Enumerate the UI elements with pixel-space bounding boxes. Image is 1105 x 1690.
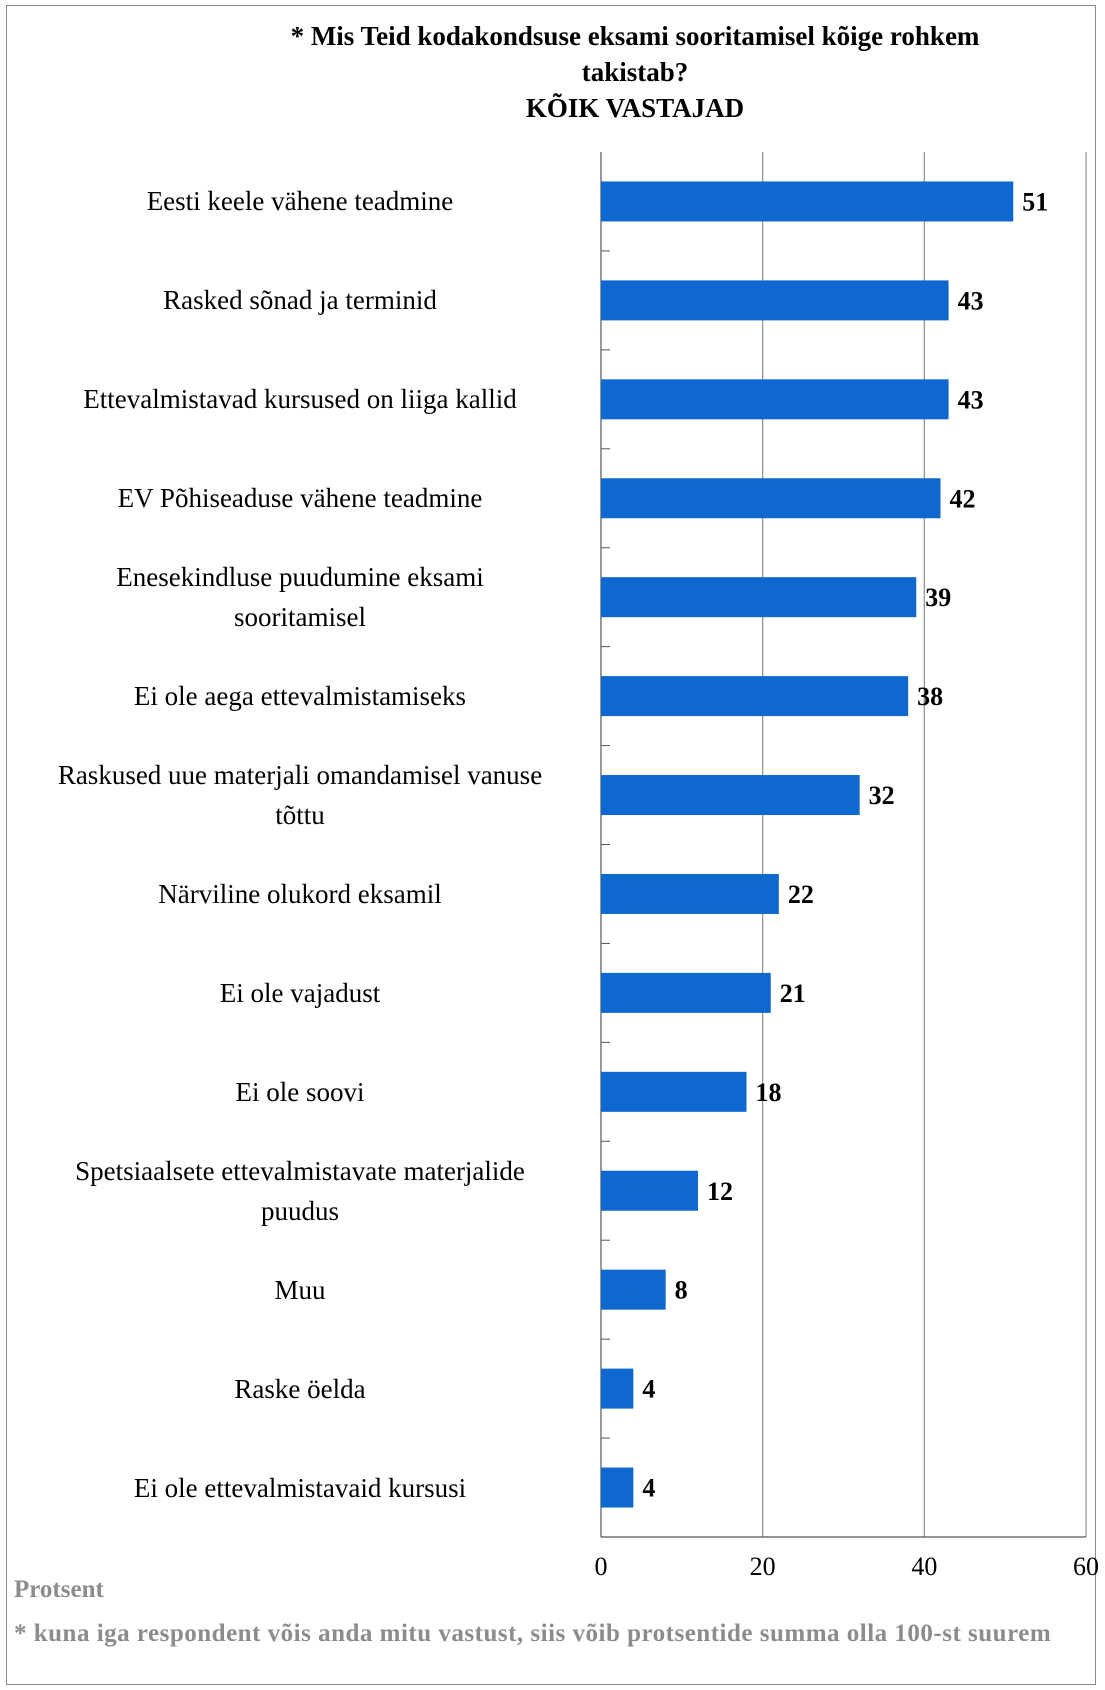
x-tick-label-3: 60 — [1073, 1552, 1099, 1581]
category-label-8: Ei ole vajadust — [30, 973, 570, 1013]
x-tick-label-0: 0 — [595, 1552, 608, 1581]
category-label-10-line-1: puudus — [260, 1195, 339, 1226]
category-label-9-line-0: Ei ole soovi — [235, 1076, 365, 1107]
category-label-12-line-0: Raske öelda — [234, 1373, 366, 1404]
category-label-7: Närviline olukord eksamil — [30, 874, 570, 914]
category-label-4: Enesekindluse puudumine eksami sooritamis… — [30, 557, 570, 637]
category-label-10: Spetsiaalsete ettevalmistavate materjali… — [30, 1151, 570, 1231]
category-label-1: Rasked sõnad ja terminid — [30, 280, 570, 320]
bar-11 — [601, 1269, 666, 1310]
x-tick-label-1: 20 — [750, 1552, 776, 1581]
value-label-9: 18 — [756, 1078, 782, 1107]
category-label-13: Ei ole ettevalmistavaid kursusi — [30, 1468, 570, 1508]
chart-title-line-1: * Mis Teid kodakondsuse eksami sooritami… — [290, 21, 980, 51]
value-label-4: 39 — [925, 583, 951, 612]
bar-2 — [601, 379, 949, 420]
value-label-3: 42 — [950, 484, 976, 513]
bar-0 — [601, 181, 1014, 222]
category-label-8-line-0: Ei ole vajadust — [219, 977, 381, 1008]
value-label-8: 21 — [780, 979, 806, 1008]
chart-title-line-2: takistab? — [581, 57, 689, 87]
value-label-12: 4 — [642, 1375, 655, 1404]
bar-12 — [601, 1368, 634, 1409]
value-label-2: 43 — [958, 385, 984, 414]
value-label-5: 38 — [917, 682, 943, 711]
bar-1 — [601, 280, 949, 321]
category-label-0: Eesti keele vähene teadmine — [30, 181, 570, 221]
value-label-1: 43 — [958, 286, 984, 315]
value-label-0: 51 — [1022, 187, 1048, 216]
value-label-7: 22 — [788, 880, 814, 909]
category-label-6-line-1: tõttu — [275, 800, 325, 831]
category-label-11: Muu — [30, 1270, 570, 1310]
category-label-4-line-0: Enesekindluse puudumine eksami — [116, 562, 484, 593]
category-label-11-line-0: Muu — [274, 1274, 326, 1305]
value-label-6: 32 — [869, 781, 895, 810]
category-label-5: Ei ole aega ettevalmistamiseks — [30, 676, 570, 716]
category-label-7-line-0: Närviline olukord eksamil — [158, 878, 442, 909]
bar-13 — [601, 1467, 634, 1508]
footnote: * kuna iga respondent võis anda mitu vas… — [14, 1620, 1052, 1647]
bar-5 — [601, 676, 909, 717]
value-label-10: 12 — [707, 1177, 733, 1206]
category-label-4-line-1: sooritamisel — [234, 602, 366, 633]
x-tick-label-2: 40 — [911, 1552, 937, 1581]
chart-title: * Mis Teid kodakondsuse eksami sooritami… — [200, 18, 1070, 126]
category-label-10-line-0: Spetsiaalsete ettevalmistavate materjali… — [75, 1155, 525, 1186]
bar-4 — [601, 577, 917, 618]
category-label-3: EV Põhiseaduse vähene teadmine — [30, 478, 570, 518]
category-label-3-line-0: EV Põhiseaduse vähene teadmine — [117, 483, 483, 514]
bar-8 — [601, 972, 771, 1013]
category-label-2: Ettevalmistavad kursused on liiga kallid — [30, 379, 570, 419]
category-label-5-line-0: Ei ole aega ettevalmistamiseks — [133, 681, 467, 712]
category-label-6: Raskused uue materjali omandamisel vanus… — [30, 755, 570, 835]
category-label-1-line-0: Rasked sõnad ja terminid — [163, 285, 437, 316]
bar-6 — [601, 775, 860, 816]
bar-3 — [601, 478, 941, 519]
bar-10 — [601, 1170, 698, 1211]
value-label-13: 4 — [642, 1474, 655, 1503]
category-label-0-line-0: Eesti keele vähene teadmine — [146, 186, 454, 217]
bar-7 — [601, 873, 779, 914]
chart-title-line-3: KÕIK VASTAJAD — [525, 93, 745, 123]
bar-9 — [601, 1071, 747, 1112]
chart-frame — [6, 5, 1096, 1685]
category-label-9: Ei ole soovi — [30, 1072, 570, 1112]
category-label-13-line-0: Ei ole ettevalmistavaid kursusi — [133, 1472, 467, 1503]
category-label-12: Raske öelda — [30, 1369, 570, 1409]
category-label-6-line-0: Raskused uue materjali omandamisel vanus… — [57, 760, 543, 791]
value-label-11: 8 — [675, 1276, 688, 1305]
category-label-2-line-0: Ettevalmistavad kursused on liiga kallid — [83, 384, 517, 415]
axis-unit-label: Protsent — [14, 1576, 104, 1603]
